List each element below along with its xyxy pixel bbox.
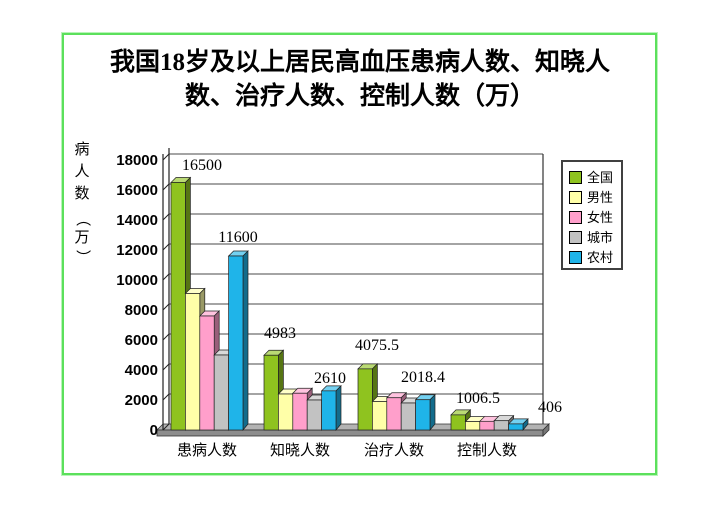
y-tick-label: 10000: [116, 272, 158, 289]
y-tick-label: 8000: [125, 302, 158, 319]
y-axis-title-char: 数: [74, 186, 90, 202]
chart-title-line1: 我国18岁及以上居民高血压患病人数、知晓人: [109, 49, 610, 76]
data-label-rural-control: 406: [538, 399, 562, 416]
bar-rural-awareness: [321, 390, 337, 431]
y-tick-label: 4000: [125, 362, 158, 379]
y-tick-label: 14000: [116, 212, 158, 229]
legend-item-male: 男性: [569, 187, 621, 207]
data-label-national-awareness: 4983: [264, 325, 296, 342]
bar-female-treatment: [386, 397, 402, 431]
legend-item-urban: 城市: [569, 227, 621, 247]
y-tick: [162, 273, 170, 281]
bar-rural-prevalence: [228, 255, 244, 431]
bar-male-awareness: [278, 393, 294, 431]
y-tick: [162, 183, 170, 191]
y-axis-title-char: 人: [74, 164, 90, 180]
y-tick-label: 2000: [125, 392, 158, 409]
bar-urban-treatment: [400, 402, 416, 431]
legend-item-national: 全国: [569, 167, 621, 187]
bar-urban-control: [493, 420, 509, 431]
y-axis-title: 病人数（万）: [68, 139, 96, 265]
legend: 全国男性女性城市农村: [561, 160, 623, 270]
y-tick: [162, 363, 170, 371]
x-category-label-treatment: 治疗人数: [364, 442, 424, 459]
bar-male-prevalence: [185, 293, 201, 431]
y-tick: [162, 423, 170, 431]
data-label-rural-treatment: 2018.4: [401, 369, 445, 386]
data-label-national-control: 1006.5: [456, 390, 500, 407]
legend-item-rural: 农村: [569, 247, 621, 267]
bar-rural-treatment: [415, 399, 431, 431]
y-tick: [162, 243, 170, 251]
legend-item-female: 女性: [569, 207, 621, 227]
bar-rural-awareness-side: [335, 385, 342, 431]
bar-rural-control: [508, 423, 524, 431]
x-category-label-control: 控制人数: [457, 442, 517, 459]
y-tick-label: 12000: [116, 242, 158, 259]
legend-label-national: 全国: [587, 169, 614, 185]
x-category-label-awareness: 知晓人数: [270, 442, 330, 459]
bar-national-prevalence: [170, 182, 186, 431]
floor-front: [156, 429, 544, 437]
data-label-national-prevalence: 16500: [182, 157, 222, 174]
data-label-national-treatment: 4075.5: [355, 337, 399, 354]
data-label-rural-prevalence: 11600: [218, 229, 257, 246]
y-tick-label: 18000: [116, 152, 158, 169]
y-axis-title-char: 病: [74, 142, 90, 158]
legend-swatch-urban: [569, 230, 582, 244]
chart-title-line2: 数、治疗人数、控制人数（万）: [184, 83, 535, 110]
bar-rural-treatment-side: [429, 393, 436, 431]
legend-swatch-national: [569, 170, 582, 184]
bar-national-awareness: [263, 354, 279, 431]
bar-male-control: [465, 421, 481, 431]
chart-title: 我国18岁及以上居民高血压患病人数、知晓人 数、治疗人数、控制人数（万）: [72, 46, 648, 114]
y-tick-label: 6000: [125, 332, 158, 349]
legend-swatch-female: [569, 210, 582, 224]
x-category-label-prevalence: 患病人数: [177, 442, 237, 459]
floor-side: [542, 423, 550, 437]
bar-national-treatment: [357, 368, 373, 431]
y-tick: [162, 333, 170, 341]
legend-swatch-rural: [569, 250, 582, 264]
bar-female-prevalence: [199, 315, 215, 431]
y-tick-label: 0: [150, 422, 158, 439]
legend-label-male: 男性: [587, 189, 614, 205]
y-axis-title-char: 万: [74, 230, 90, 246]
legend-label-female: 女性: [587, 209, 614, 225]
legend-label-urban: 城市: [587, 229, 614, 245]
y-tick: [162, 213, 170, 221]
bar-female-awareness: [292, 392, 308, 431]
bar-male-treatment: [372, 401, 388, 431]
bar-national-control: [450, 414, 466, 431]
legend-label-rural: 农村: [587, 249, 614, 265]
bar-urban-awareness: [306, 399, 322, 431]
bar-female-control: [479, 420, 495, 431]
data-label-rural-awareness: 2610: [314, 370, 346, 387]
y-tick: [162, 153, 170, 161]
y-tick: [162, 393, 170, 401]
bar-urban-prevalence: [213, 354, 229, 431]
y-tick-label: 16000: [116, 182, 158, 199]
y-tick: [162, 303, 170, 311]
bar-rural-prevalence-side: [242, 250, 249, 431]
legend-swatch-male: [569, 190, 582, 204]
